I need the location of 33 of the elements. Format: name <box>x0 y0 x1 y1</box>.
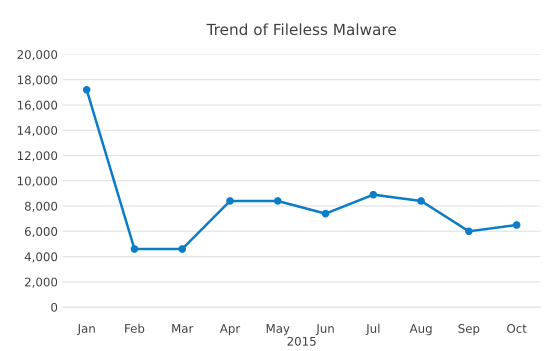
point <box>322 210 330 218</box>
x-tick-label: Aug <box>410 324 432 336</box>
y-tick-label: 8,000 <box>24 202 58 212</box>
x-axis-title: 2015 <box>288 336 316 346</box>
y-tick-label: 10,000 <box>18 176 58 187</box>
y-tick-label: 18,000 <box>18 75 58 86</box>
y-tick-label: 16,000 <box>18 100 58 111</box>
x-tick-label: May <box>266 324 290 336</box>
y-tick-label: 6,000 <box>24 227 58 238</box>
point <box>82 86 90 94</box>
x-tick-label: Oct <box>507 324 527 333</box>
y-tick-label: 4,000 <box>24 252 58 262</box>
point <box>417 197 425 205</box>
point <box>465 227 473 236</box>
chart-title: Trend of Fileless Malware <box>206 23 396 36</box>
x-tick-label: Sep <box>458 324 480 336</box>
y-tick-label: 20,000 <box>17 50 58 60</box>
y-tick-label: 0 <box>51 302 58 312</box>
point <box>226 197 234 205</box>
point <box>130 245 138 253</box>
x-tick-label: Mar <box>172 324 194 333</box>
point <box>178 245 186 253</box>
x-tick-label: Apr <box>220 324 240 336</box>
point <box>370 190 378 198</box>
x-tick-label: Jan <box>76 324 95 336</box>
point <box>512 221 520 229</box>
x-tick-label: Feb <box>125 324 144 333</box>
point <box>274 197 282 205</box>
y-tick-label: 2,000 <box>24 278 58 288</box>
x-tick-label: Jul <box>366 324 380 336</box>
y-tick-label: 12,000 <box>18 151 58 162</box>
x-tick-label: Jun <box>316 324 334 336</box>
y-tick-label: 14,000 <box>18 126 58 136</box>
